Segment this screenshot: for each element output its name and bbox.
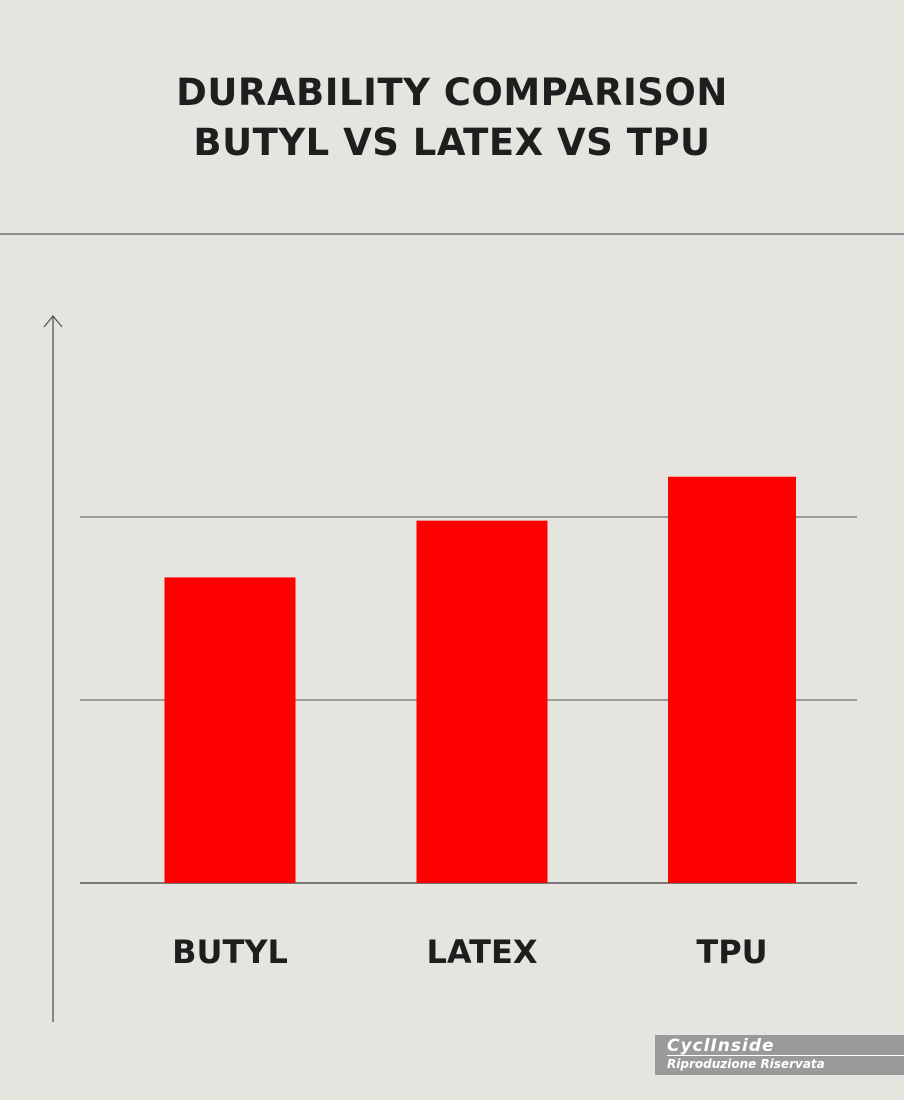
bar-tpu [668,476,796,883]
y-axis-arrow-icon [43,314,63,328]
watermark-subtitle: Riproduzione Riservata [667,1057,825,1071]
x-tick-label-latex: LATEX [426,933,537,971]
bar-latex [416,520,548,883]
chart-title: DURABILITY COMPARISON BUTYL VS LATEX VS … [0,68,904,168]
chart-title-line-1: DURABILITY COMPARISON [176,71,728,114]
chart-title-line-2: BUTYL VS LATEX VS TPU [193,121,711,164]
watermark-logo: CyclInside Riproduzione Riservata [655,1035,904,1075]
watermark-brand: CyclInside [667,1036,775,1056]
bar-butyl [164,577,296,883]
x-tick-label-tpu: TPU [696,933,767,971]
header-divider [0,233,904,235]
x-tick-label-butyl: BUTYL [172,933,288,971]
watermark-underline [667,1055,904,1056]
